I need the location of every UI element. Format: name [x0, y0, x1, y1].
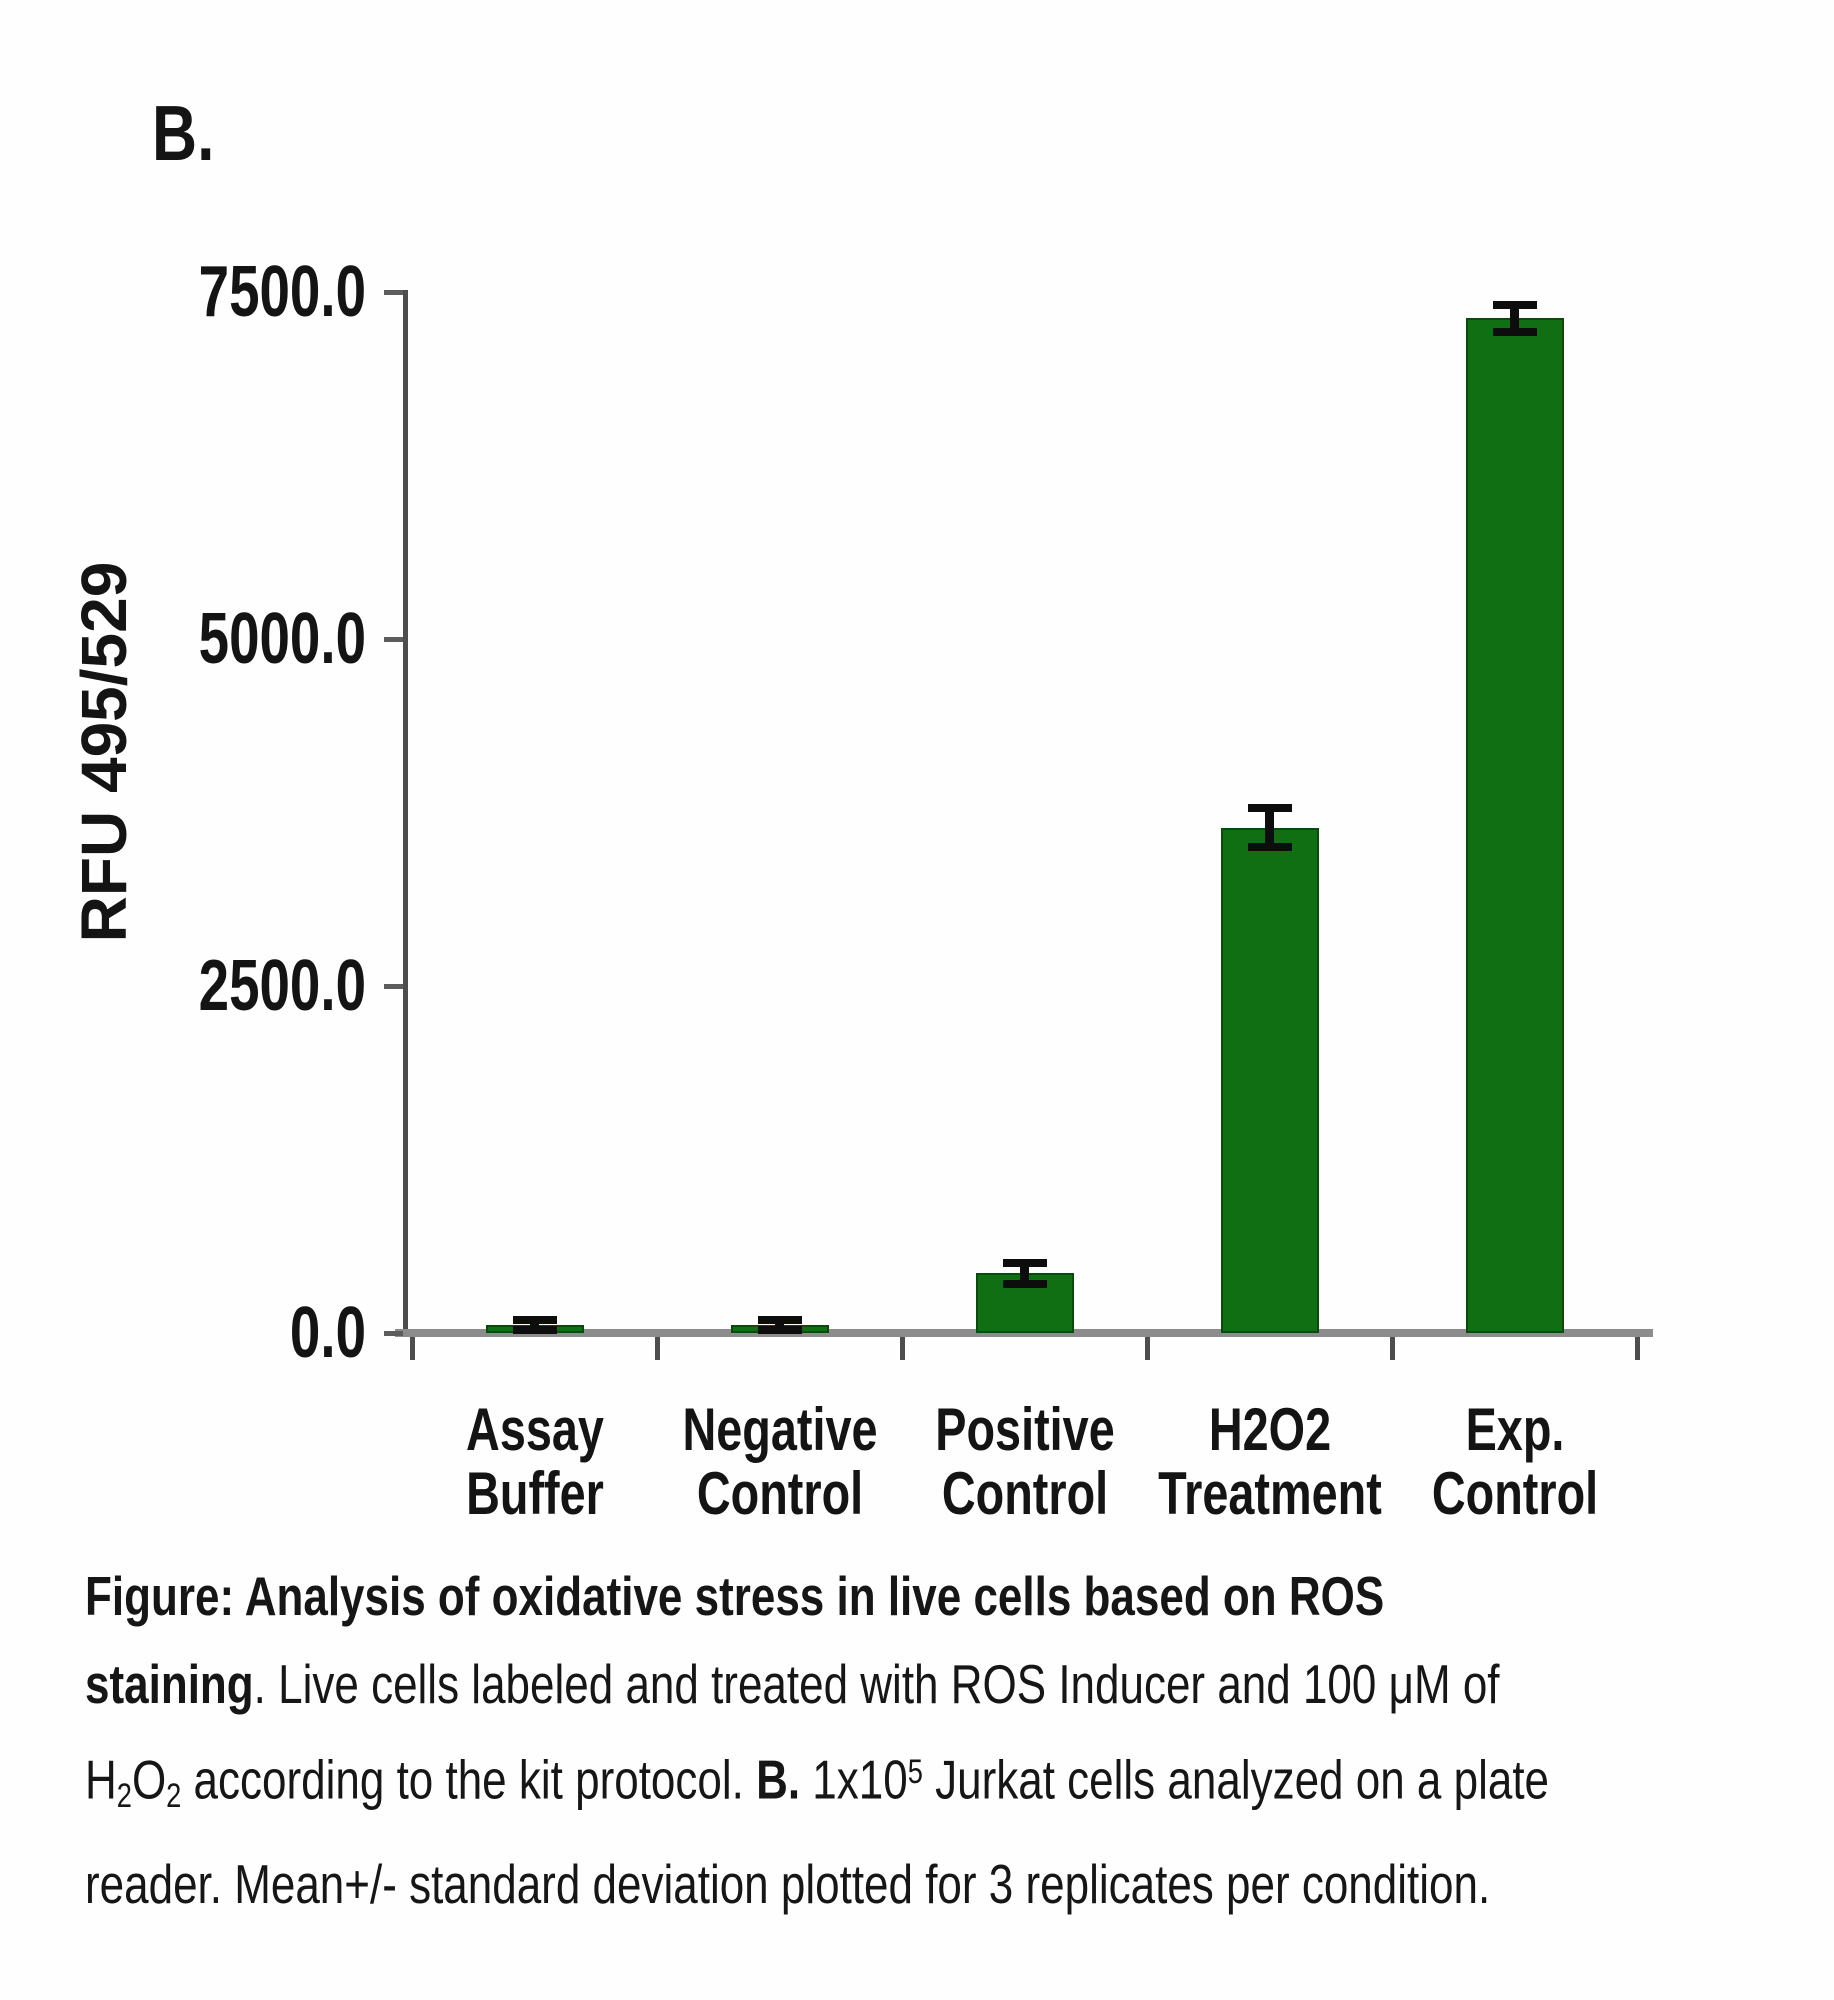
caption-segment: Figure: Analysis of oxidative stress in … [85, 1565, 1385, 1627]
x-label-line1: Positive [934, 1396, 1115, 1463]
x-category-label: Exp. Control [1431, 1398, 1597, 1526]
x-label-line1: Assay [465, 1396, 604, 1463]
y-tick [384, 984, 403, 989]
error-bar-cap-top [1492, 301, 1537, 310]
caption-segment: 2 [166, 1776, 182, 1815]
error-bar-whisker [1020, 1262, 1029, 1284]
x-label-line2: Control [1431, 1460, 1598, 1527]
y-tick [384, 637, 403, 642]
x-label-line1: Negative [681, 1396, 878, 1463]
x-tick [1390, 1337, 1395, 1360]
caption-segment: reader. Mean+/- standard deviation plott… [85, 1852, 1491, 1915]
x-axis-line [395, 1329, 1653, 1337]
caption-segment: O [131, 1748, 167, 1811]
error-bar-whisker [1510, 305, 1519, 332]
x-label-line2: Buffer [465, 1460, 604, 1527]
error-bar-cap-bottom [1492, 327, 1537, 336]
y-axis-line [403, 290, 408, 1335]
caption-segment: Jurkat cells analyzed on a plate [922, 1748, 1550, 1811]
plot-area [412, 292, 1637, 1334]
error-bar-cap-bottom [1247, 843, 1292, 852]
x-tick [1635, 1337, 1640, 1360]
panel-label: B. [152, 89, 215, 177]
x-category-label: Negative Control [682, 1398, 877, 1526]
error-bar-whisker [1265, 808, 1274, 848]
error-bar-cap-bottom [512, 1325, 557, 1334]
error-bar-cap-top [757, 1315, 802, 1324]
error-bar-cap-top [1247, 804, 1292, 813]
error-bar-cap-bottom [1002, 1279, 1047, 1288]
y-tick-label: 0.0 [289, 1293, 366, 1373]
x-label-line2: Treatment [1157, 1460, 1382, 1527]
x-category-label: H2O2 Treatment [1158, 1398, 1382, 1526]
caption-segment: B. [756, 1748, 801, 1811]
y-tick-label: 7500.0 [198, 252, 366, 332]
error-bar-cap-top [1002, 1258, 1047, 1267]
error-bar-cap-top [512, 1315, 557, 1324]
y-tick-label: 2500.0 [198, 946, 366, 1026]
caption-segment: 2 [116, 1776, 132, 1815]
bar-exp [1465, 318, 1564, 1333]
bar-h2o2 [1220, 827, 1319, 1333]
x-label-line1: H2O2 [1208, 1396, 1331, 1463]
caption-segment: . Live cells labeled and treated with RO… [253, 1653, 1500, 1715]
caption-segment: H [85, 1748, 117, 1811]
x-category-label: Assay Buffer [466, 1398, 604, 1526]
y-tick-label: 5000.0 [198, 599, 366, 679]
x-category-label: Positive Control [935, 1398, 1114, 1526]
y-tick [384, 1331, 403, 1336]
x-tick [655, 1337, 660, 1360]
x-label-line1: Exp. [1465, 1396, 1564, 1463]
x-label-line2: Control [941, 1460, 1108, 1527]
x-tick [1145, 1337, 1150, 1360]
caption-segment: 5 [907, 1753, 923, 1791]
error-bar-whisker [775, 1319, 784, 1330]
caption-segment: 1x10 [800, 1748, 908, 1811]
error-bar-cap-bottom [757, 1325, 802, 1334]
y-tick [384, 290, 403, 295]
x-tick [410, 1337, 415, 1360]
caption-segment: staining [85, 1653, 254, 1715]
x-label-line2: Control [696, 1460, 863, 1527]
y-axis-title: RFU 495/529 [68, 561, 140, 943]
figure-caption: Figure: Analysis of oxidative stress in … [85, 1552, 1765, 1928]
error-bar-whisker [530, 1319, 539, 1330]
x-tick [900, 1337, 905, 1360]
caption-segment: according to the kit protocol. [181, 1748, 757, 1811]
